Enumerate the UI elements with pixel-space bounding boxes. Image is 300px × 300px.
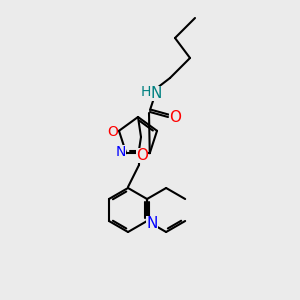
Text: N: N (150, 85, 162, 100)
Text: N: N (116, 145, 126, 159)
Text: O: O (107, 125, 118, 139)
Text: O: O (136, 148, 148, 163)
Text: H: H (141, 85, 151, 99)
Text: O: O (169, 110, 181, 124)
Text: N: N (146, 215, 158, 230)
